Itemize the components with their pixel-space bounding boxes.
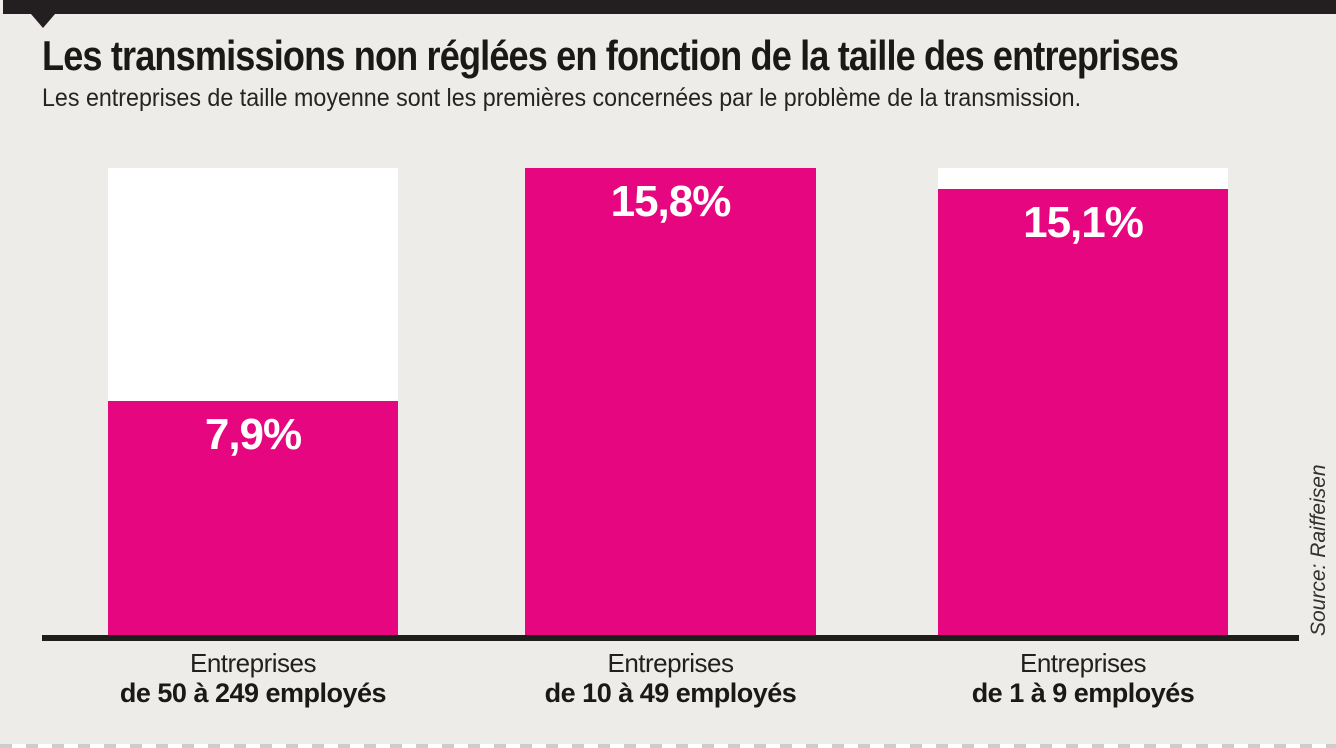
bar-value-label: 15,8% xyxy=(610,177,732,226)
bar-group-50-249: 7,9% xyxy=(108,168,398,635)
category-line2: de 50 à 249 employés xyxy=(119,678,387,708)
bar-group-1-9: 15,1% xyxy=(938,168,1228,635)
category-line1: Entreprises xyxy=(1020,648,1147,678)
down-triangle-marker-icon xyxy=(31,14,55,28)
category-line2: de 1 à 9 employés xyxy=(971,678,1195,708)
category-label-50-249: Entreprises de 50 à 249 employés xyxy=(108,648,398,708)
bar-value-label: 7,9% xyxy=(204,410,302,459)
bottom-torn-edge xyxy=(0,744,1336,748)
chart-title: Les transmissions non réglées en fonctio… xyxy=(42,32,1179,79)
bar-value-label: 15,1% xyxy=(1023,198,1144,247)
source-credit: Source: Raiffeisen xyxy=(1307,464,1330,636)
category-label-10-49: Entreprises de 10 à 49 employés xyxy=(525,648,816,708)
category-line1: Entreprises xyxy=(190,648,317,678)
category-line1: Entreprises xyxy=(607,648,735,678)
bar-group-10-49: 15,8% xyxy=(525,168,816,635)
top-accent-bar xyxy=(3,0,1336,14)
x-axis-line xyxy=(42,635,1299,641)
category-line2: de 10 à 49 employés xyxy=(544,678,797,708)
chart-subtitle: Les entreprises de taille moyenne sont l… xyxy=(42,84,1082,112)
bar-fill: 7,9% xyxy=(108,401,398,635)
category-label-1-9: Entreprises de 1 à 9 employés xyxy=(938,648,1228,708)
bar-fill: 15,8% xyxy=(525,168,816,635)
bar-fill: 15,1% xyxy=(938,189,1228,635)
